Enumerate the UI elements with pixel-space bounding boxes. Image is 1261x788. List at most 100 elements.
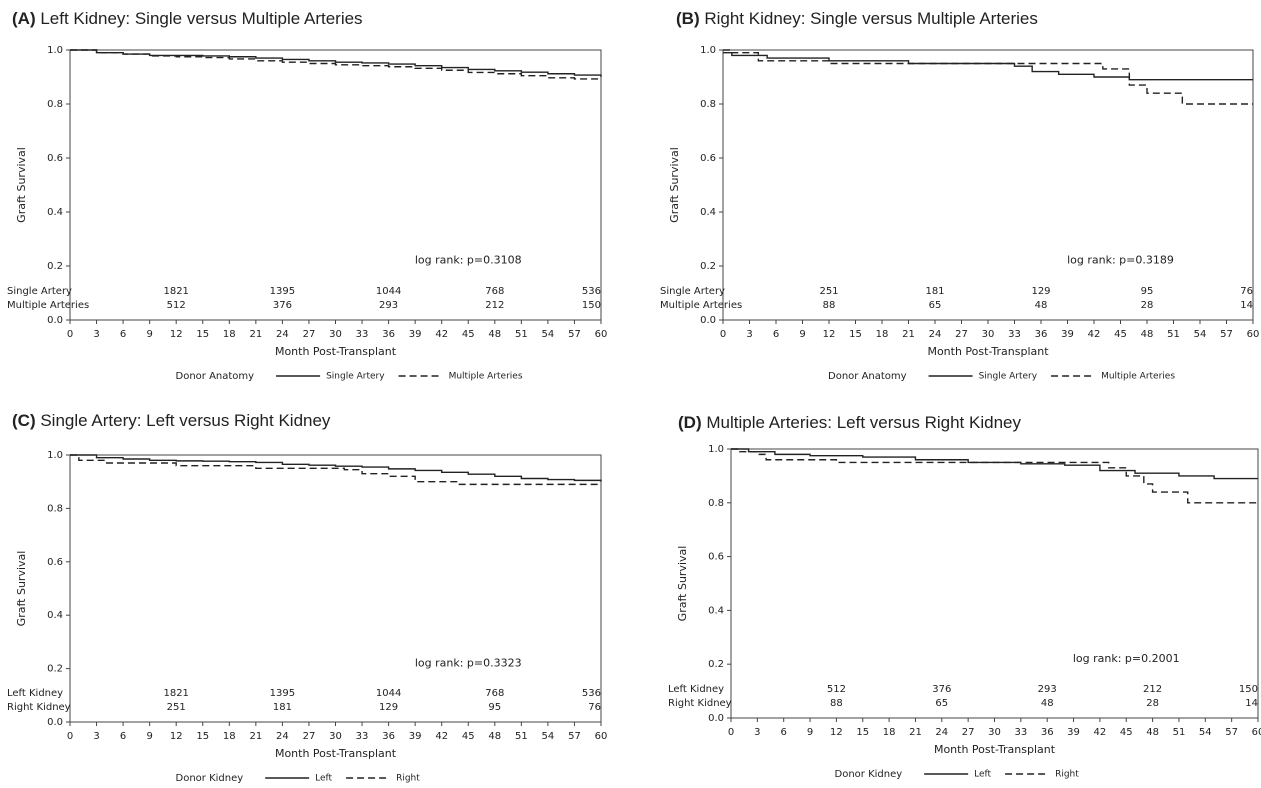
x-tick-label: 51 — [1167, 329, 1180, 340]
risk-row-label: Left Kidney — [668, 684, 724, 695]
legend-label: Right — [396, 774, 420, 784]
x-tick-label: 3 — [93, 731, 99, 742]
x-tick-label: 0 — [67, 731, 73, 742]
risk-count: 14 — [1245, 698, 1258, 709]
y-tick-label: 0.8 — [700, 99, 716, 110]
legend-label: Multiple Arteries — [1101, 372, 1175, 382]
x-tick-label: 9 — [146, 731, 152, 742]
x-tick-label: 15 — [196, 329, 209, 340]
survival-curve — [723, 52, 1253, 81]
risk-count: 48 — [1035, 300, 1048, 311]
x-tick-label: 18 — [223, 731, 236, 742]
legend-label: Multiple Arteries — [449, 372, 523, 382]
x-tick-label: 15 — [856, 727, 869, 738]
x-tick-label: 6 — [120, 329, 126, 340]
plot-frame — [69, 49, 602, 321]
panel: (A) Left Kidney: Single versus Multiple … — [7, 9, 607, 382]
risk-count: 129 — [379, 702, 398, 713]
risk-count: 95 — [1141, 286, 1154, 297]
plot-frame — [69, 454, 602, 723]
y-tick-label: 0.4 — [708, 605, 724, 616]
y-tick-label: 0.0 — [47, 717, 63, 728]
y-tick-label: 0.6 — [700, 153, 716, 164]
x-tick-label: 54 — [542, 731, 555, 742]
panel: (D) Multiple Arteries: Left versus Right… — [668, 413, 1261, 780]
x-tick-label: 39 — [409, 329, 422, 340]
y-tick-label: 1.0 — [47, 450, 63, 461]
risk-count: 65 — [935, 698, 948, 709]
x-tick-label: 12 — [170, 329, 183, 340]
panel-title: (B) Right Kidney: Single versus Multiple… — [676, 9, 1038, 28]
y-tick-label: 0.8 — [47, 503, 63, 514]
y-axis-label: Graft Survival — [676, 546, 689, 622]
risk-count: 88 — [823, 300, 836, 311]
risk-count: 512 — [167, 300, 186, 311]
x-axis-label: Month Post-Transplant — [927, 345, 1049, 358]
x-tick-label: 6 — [120, 731, 126, 742]
x-tick-label: 57 — [568, 731, 581, 742]
y-tick-label: 1.0 — [47, 45, 63, 56]
risk-count: 95 — [488, 702, 501, 713]
x-tick-label: 21 — [249, 731, 262, 742]
x-axis-label: Month Post-Transplant — [275, 747, 397, 760]
x-tick-label: 54 — [1199, 727, 1212, 738]
y-tick-label: 0.2 — [708, 659, 724, 670]
risk-count: 1044 — [376, 688, 401, 699]
x-tick-label: 3 — [93, 329, 99, 340]
x-tick-label: 60 — [595, 731, 608, 742]
x-tick-label: 27 — [303, 731, 316, 742]
risk-count: 150 — [582, 300, 601, 311]
x-tick-label: 3 — [746, 329, 752, 340]
panel-title: (C) Single Artery: Left versus Right Kid… — [12, 411, 331, 430]
x-tick-label: 24 — [276, 329, 289, 340]
risk-count: 14 — [1240, 300, 1253, 311]
legend-label: Single Artery — [326, 372, 385, 382]
annotation: log rank: p=0.3323 — [415, 656, 522, 669]
legend-title: Donor Kidney — [176, 773, 244, 784]
plot-frame — [730, 448, 1259, 719]
risk-count: 28 — [1146, 698, 1159, 709]
risk-count: 293 — [1038, 684, 1057, 695]
panel-label: (A) — [12, 9, 36, 28]
x-tick-label: 6 — [773, 329, 779, 340]
risk-count: 28 — [1141, 300, 1154, 311]
survival-curve — [70, 454, 601, 486]
x-tick-label: 39 — [1067, 727, 1080, 738]
x-tick-label: 24 — [935, 727, 948, 738]
survival-curve — [731, 448, 1258, 504]
risk-count: 376 — [273, 300, 292, 311]
x-tick-label: 30 — [982, 329, 995, 340]
y-tick-label: 0.0 — [700, 315, 716, 326]
x-tick-label: 18 — [883, 727, 896, 738]
risk-count: 768 — [485, 286, 504, 297]
x-tick-label: 45 — [462, 329, 475, 340]
panel-title: (A) Left Kidney: Single versus Multiple … — [12, 9, 363, 28]
x-tick-label: 48 — [488, 731, 501, 742]
risk-count: 536 — [582, 286, 601, 297]
y-axis-label: Graft Survival — [668, 147, 681, 223]
title-text: Multiple Arteries: Left versus Right Kid… — [706, 413, 1021, 432]
x-tick-label: 3 — [754, 727, 760, 738]
y-tick-label: 0.2 — [47, 261, 63, 272]
y-tick-label: 0.4 — [47, 610, 63, 621]
x-tick-label: 18 — [876, 329, 889, 340]
y-tick-label: 0.0 — [47, 315, 63, 326]
title-text: Right Kidney: Single versus Multiple Art… — [704, 9, 1038, 28]
x-tick-label: 51 — [1173, 727, 1186, 738]
risk-row-label: Single Artery — [7, 286, 72, 297]
x-tick-label: 60 — [1247, 329, 1260, 340]
risk-count: 88 — [830, 698, 843, 709]
panel-title: (D) Multiple Arteries: Left versus Right… — [678, 413, 1021, 432]
x-tick-label: 27 — [955, 329, 968, 340]
panel-label: (B) — [676, 9, 700, 28]
survival-curve — [723, 49, 1253, 105]
x-tick-label: 42 — [1088, 329, 1101, 340]
y-axis-label: Graft Survival — [15, 551, 28, 627]
x-tick-label: 30 — [988, 727, 1001, 738]
x-tick-label: 45 — [462, 731, 475, 742]
panel-label: (C) — [12, 411, 36, 430]
risk-count: 76 — [1240, 286, 1253, 297]
risk-count: 212 — [485, 300, 504, 311]
x-tick-label: 0 — [67, 329, 73, 340]
